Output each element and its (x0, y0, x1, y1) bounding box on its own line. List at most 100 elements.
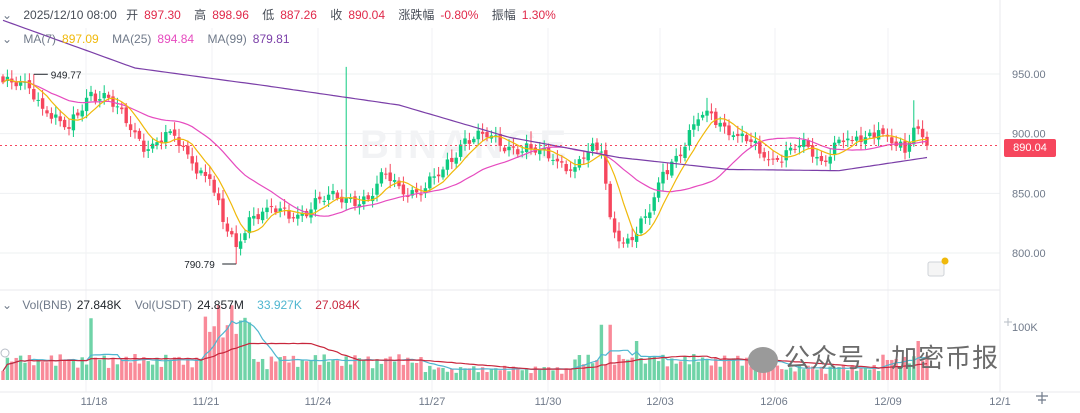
candle-body (194, 162, 199, 174)
volume-bar (749, 366, 753, 380)
candle-body (683, 146, 687, 158)
volume-bar (186, 358, 190, 380)
volume-bar (705, 359, 709, 380)
volume-bar (199, 358, 203, 380)
volume-bar (194, 357, 199, 380)
volume-bar (344, 356, 348, 380)
volume-bar (366, 356, 370, 380)
volume-bar (590, 363, 595, 380)
volume-bar (502, 365, 507, 380)
time-tick-label: 11/24 (305, 396, 332, 408)
volume-bar (384, 358, 388, 380)
wechat-watermark-text: 公众号 · 加密币报 (784, 343, 1000, 373)
volume-bar (45, 362, 49, 380)
candle-body (313, 198, 318, 210)
candle-body (912, 127, 916, 145)
candle-body (718, 122, 722, 127)
volume-bar (71, 359, 76, 380)
candle-body (555, 158, 560, 162)
candle-body (872, 132, 876, 138)
candle-body (406, 195, 410, 197)
candle-body (876, 130, 881, 140)
volume-bar (168, 360, 172, 380)
open-value: 897.30 (144, 8, 181, 22)
volume-bar (639, 358, 643, 380)
ma-chevron-icon[interactable]: ⌄ (2, 32, 13, 46)
volume-bar (133, 354, 137, 380)
candle-body (617, 230, 621, 242)
volume-legend: ⌄ Vol(BNB) 27.848K Vol(USDT) 24.857M 33.92… (2, 298, 365, 312)
volume-bar (577, 355, 582, 380)
collapse-chevron-icon[interactable]: ⌄ (2, 8, 13, 22)
volume-bar (582, 364, 586, 380)
candle-body (788, 147, 793, 151)
candle-body (326, 194, 331, 200)
volume-bar (832, 368, 837, 380)
volume-bar (287, 362, 291, 380)
volume-bar (238, 320, 243, 380)
volume-bar (212, 326, 216, 380)
volume-bar (331, 359, 335, 380)
candle-body (159, 140, 164, 143)
volume-bar (511, 366, 516, 380)
volume-bar (216, 305, 221, 380)
candle-body (670, 161, 674, 176)
volume-bar (903, 356, 907, 380)
volume-bar (692, 354, 696, 380)
candle-body (238, 241, 243, 249)
candle-body (766, 159, 771, 161)
volume-bar (142, 357, 146, 380)
candle-body (538, 149, 542, 155)
time-tick-label: 11/27 (419, 396, 446, 408)
candle-body (634, 233, 639, 242)
candle-body (300, 212, 304, 216)
candle-body (199, 170, 203, 174)
candle-body (626, 238, 630, 244)
volume-bar (551, 370, 555, 380)
candle-body (586, 151, 590, 161)
candle-body (172, 129, 177, 136)
volume-bar (626, 359, 630, 380)
candle-body (84, 97, 89, 112)
ma7-line (2, 78, 927, 237)
candle-body (98, 99, 102, 101)
volume-bar (335, 360, 340, 380)
candle-body (458, 144, 463, 157)
volume-bar (111, 358, 115, 380)
volume-bar (115, 364, 120, 380)
volume-bar (700, 357, 705, 380)
candle-body (388, 172, 392, 181)
volume-bar (252, 359, 256, 380)
volume-bar (436, 367, 441, 380)
volume-bar (740, 365, 744, 380)
volume-bar (318, 364, 322, 380)
candle-body (714, 111, 718, 126)
candle-body (700, 114, 705, 118)
candle-body (476, 130, 480, 140)
candle-body (762, 152, 766, 158)
volume-bar (392, 361, 397, 380)
volume-bar (225, 325, 230, 380)
volume-bar (546, 367, 551, 380)
vol-chevron-icon[interactable]: ⌄ (2, 298, 13, 312)
volume-bar (819, 366, 824, 380)
candle-body (740, 133, 744, 137)
volume-bar (890, 359, 894, 380)
volume-bar (296, 366, 300, 380)
candle-body (573, 167, 577, 172)
volume-bar (357, 358, 362, 380)
volume-bar (269, 356, 274, 380)
volume-bar (441, 367, 445, 380)
volume-bar (507, 371, 511, 380)
volume-bar (150, 364, 155, 380)
volume-bar (159, 366, 164, 380)
candle-body (124, 107, 128, 124)
wechat-icon (748, 347, 778, 374)
volume-bar (837, 367, 841, 380)
volume-bar (854, 370, 859, 380)
candle-body (419, 194, 423, 196)
volume-bar (498, 370, 502, 380)
candle-body (881, 128, 885, 134)
